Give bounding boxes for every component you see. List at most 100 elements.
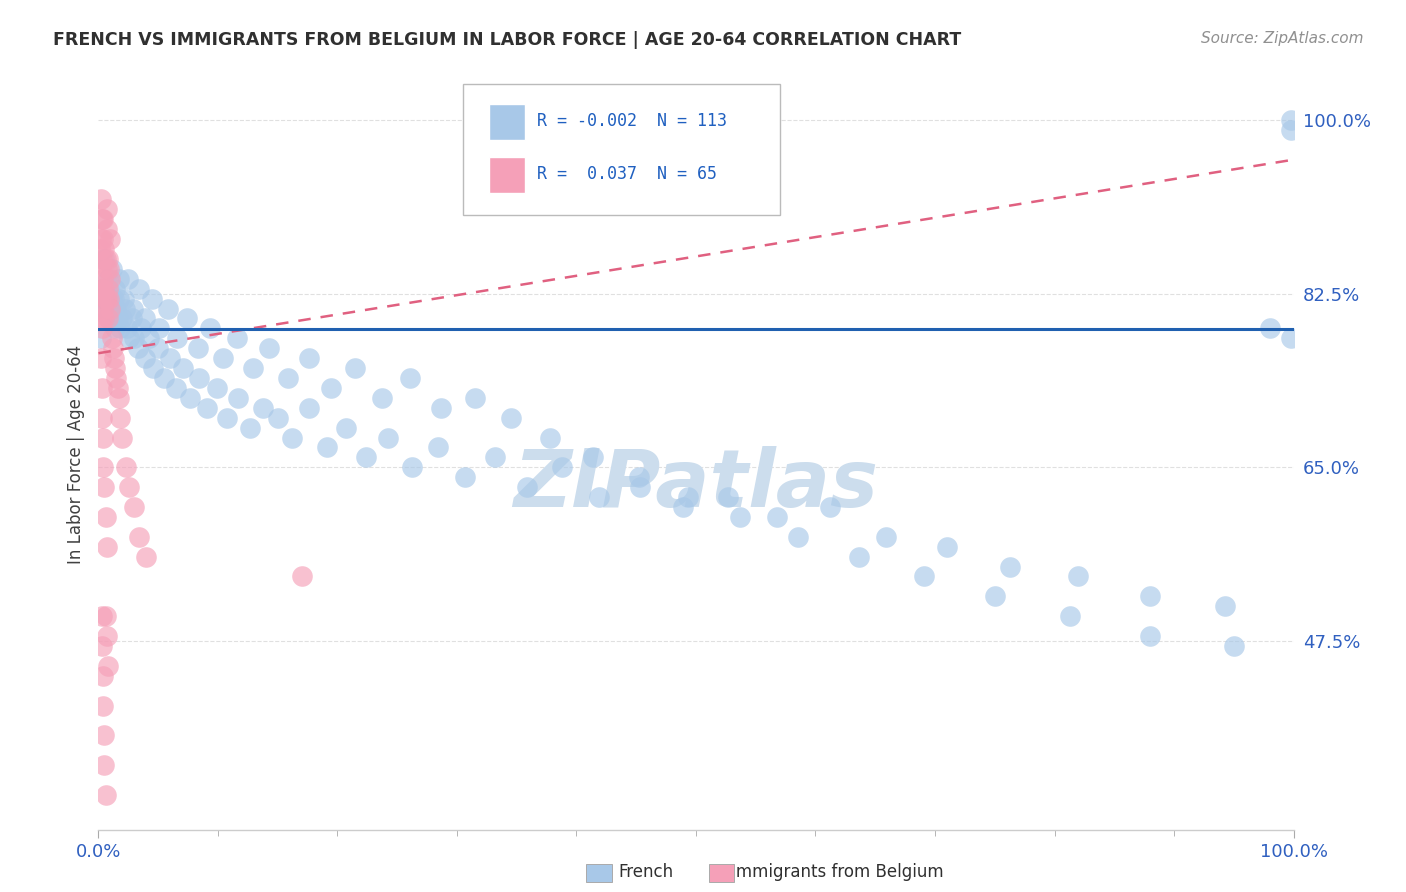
Point <box>582 450 605 465</box>
Point <box>91 282 114 296</box>
Point <box>377 431 399 445</box>
Point <box>101 341 124 355</box>
Point <box>1279 123 1302 137</box>
Point <box>1258 321 1281 335</box>
Point <box>252 401 274 415</box>
Point <box>128 530 150 544</box>
Point <box>96 540 118 554</box>
Point <box>516 480 538 494</box>
Point <box>551 460 574 475</box>
Point <box>198 321 221 335</box>
Point <box>91 639 114 653</box>
Point <box>98 282 121 296</box>
Point <box>100 292 122 306</box>
Point <box>96 202 118 217</box>
Point <box>90 292 112 306</box>
Point <box>101 311 124 326</box>
Point <box>121 311 143 326</box>
Point <box>91 301 114 316</box>
Point <box>96 292 118 306</box>
Point <box>291 569 314 583</box>
Point <box>148 341 170 355</box>
Point <box>103 351 125 366</box>
Point <box>96 292 118 306</box>
Y-axis label: In Labor Force | Age 20-64: In Labor Force | Age 20-64 <box>66 345 84 565</box>
Point <box>91 252 114 266</box>
Point <box>91 609 114 624</box>
Text: Immigrants from Belgium: Immigrants from Belgium <box>731 863 943 881</box>
Point <box>96 261 118 276</box>
Point <box>107 311 129 326</box>
Point <box>124 331 146 345</box>
Point <box>426 441 449 455</box>
Point <box>91 321 114 335</box>
Point <box>97 252 120 266</box>
Point <box>93 252 115 266</box>
Point <box>205 381 228 395</box>
Point <box>226 391 249 405</box>
Point <box>105 301 128 316</box>
Point <box>91 292 114 306</box>
Point <box>912 569 935 583</box>
Point <box>298 351 321 366</box>
Point <box>628 480 651 494</box>
Point <box>1279 113 1302 128</box>
Point <box>94 282 117 296</box>
Point <box>98 272 122 286</box>
Point <box>108 321 131 335</box>
Point <box>176 311 198 326</box>
Point <box>122 301 145 316</box>
Point <box>107 272 129 286</box>
Point <box>90 292 112 306</box>
Point <box>818 500 841 514</box>
Point <box>93 728 115 742</box>
Point <box>91 381 114 395</box>
Point <box>96 222 118 236</box>
Point <box>672 500 695 514</box>
Point <box>166 331 188 345</box>
Text: ZIPatlas: ZIPatlas <box>513 446 879 524</box>
Point <box>104 321 127 335</box>
Point <box>104 361 127 376</box>
Point <box>1139 590 1161 604</box>
Point <box>93 242 115 256</box>
Point <box>148 321 170 335</box>
Point <box>538 431 561 445</box>
Bar <box>489 157 524 193</box>
Point <box>728 510 751 524</box>
Point <box>114 301 136 316</box>
Point <box>226 331 249 345</box>
Text: Source: ZipAtlas.com: Source: ZipAtlas.com <box>1201 31 1364 46</box>
Point <box>98 292 121 306</box>
Point <box>118 480 141 494</box>
Point <box>399 371 422 385</box>
Point <box>298 401 321 415</box>
Point <box>217 410 239 425</box>
Point <box>131 321 153 335</box>
Point <box>105 371 128 385</box>
Point <box>108 410 131 425</box>
Point <box>717 490 740 504</box>
Point <box>93 311 115 326</box>
Point <box>90 193 112 207</box>
Point <box>117 272 139 286</box>
Point <box>90 261 112 276</box>
Point <box>875 530 897 544</box>
Point <box>195 401 218 415</box>
Point <box>93 301 115 316</box>
Point <box>94 252 117 266</box>
Text: R =  0.037  N = 65: R = 0.037 N = 65 <box>537 165 717 183</box>
Point <box>138 331 160 345</box>
Point <box>103 292 125 306</box>
Point <box>96 629 118 643</box>
Point <box>89 242 111 256</box>
Point <box>89 282 111 296</box>
Point <box>259 341 281 355</box>
Point <box>187 371 209 385</box>
Point <box>1000 559 1022 574</box>
Point <box>115 321 138 335</box>
Point <box>370 391 392 405</box>
Point <box>401 460 423 475</box>
Point <box>211 351 233 366</box>
Point <box>97 311 120 326</box>
